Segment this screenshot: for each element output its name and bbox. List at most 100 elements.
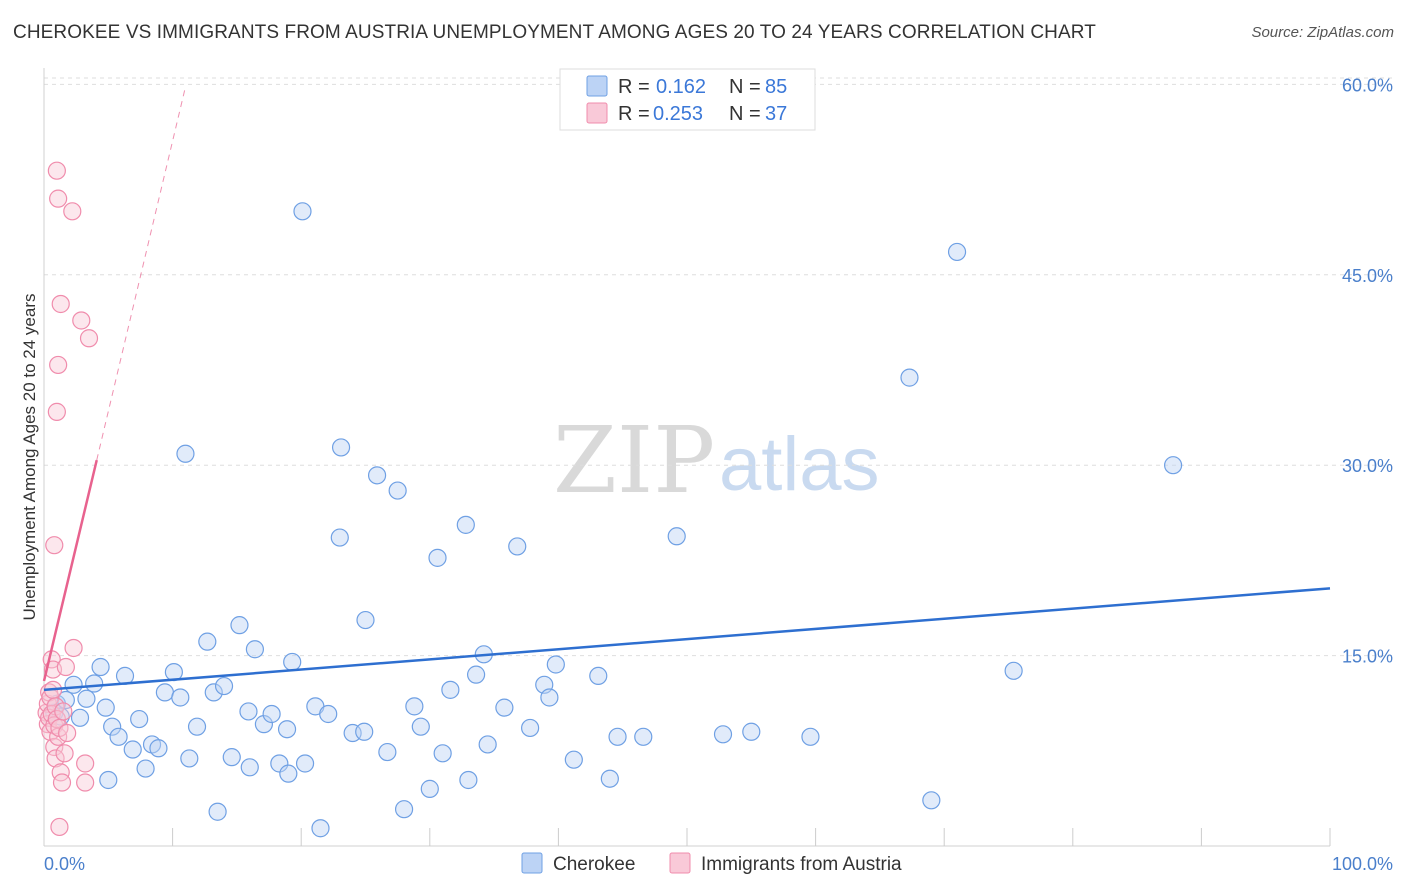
cherokee-point <box>214 676 234 696</box>
cherokee-point <box>801 727 820 746</box>
cherokee-point <box>155 683 174 702</box>
source-label: Source: ZipAtlas.com <box>1251 24 1394 41</box>
cherokee-point <box>279 764 298 783</box>
austria-point <box>51 294 70 314</box>
cherokee-point <box>91 657 110 677</box>
legend-swatch-cherokee <box>586 75 608 97</box>
austria-point <box>54 702 73 721</box>
cherokee-point <box>149 739 168 758</box>
cherokee-point <box>239 702 258 721</box>
cherokee-point <box>667 527 686 546</box>
cherokee-point <box>459 770 478 790</box>
cherokee-point <box>77 689 96 708</box>
legend-r-value-cherokee: 0.162 <box>656 76 706 98</box>
austria-point <box>58 723 77 743</box>
austria-point <box>52 773 72 792</box>
y-tick-labels: 15.0% 30.0% 45.0% 60.0% <box>1342 75 1393 666</box>
cherokee-point <box>388 481 407 500</box>
cherokee-point <box>478 735 497 754</box>
cherokee-point <box>433 744 452 763</box>
cherokee-point <box>634 727 653 746</box>
cherokee-point <box>293 202 312 221</box>
cherokee-point <box>1004 661 1023 680</box>
cherokee-point <box>330 528 349 547</box>
cherokee-point <box>405 697 424 716</box>
austria-point <box>55 744 74 763</box>
cherokee-point <box>521 718 540 738</box>
cherokee-point <box>1164 456 1183 475</box>
cherokee-point <box>456 515 475 534</box>
cherokee-point <box>56 690 75 710</box>
bottom-legend-label-austria: Immigrants from Austria <box>701 854 902 875</box>
cherokee-point <box>367 466 387 485</box>
cherokee-point <box>254 715 274 734</box>
cherokee-point <box>319 704 338 724</box>
cherokee-point <box>378 742 397 762</box>
austria-point <box>47 161 66 180</box>
cherokee-point <box>85 674 104 693</box>
cherokee-point <box>922 791 941 810</box>
cherokee-point <box>208 802 227 821</box>
cherokee-point <box>428 548 447 567</box>
cherokee-point <box>283 652 302 672</box>
cherokee-point <box>742 722 761 741</box>
cherokee-point <box>277 720 297 739</box>
legend-r-label-austria: R = <box>618 103 650 125</box>
x-tick-label-max: 100.0% <box>1332 854 1393 874</box>
cherokee-point <box>355 722 374 741</box>
cherokee-point <box>420 779 439 798</box>
y-tick-label: 15.0% <box>1342 647 1393 667</box>
cherokee-point <box>187 717 207 736</box>
cherokee-point <box>508 537 527 556</box>
bottom-legend-swatch-austria <box>669 852 691 874</box>
cherokee-point <box>222 748 241 767</box>
cherokee-point <box>540 688 559 707</box>
cherokee-point <box>136 759 155 778</box>
cherokee-point <box>900 368 919 387</box>
cherokee-point <box>564 750 583 769</box>
cherokee-point <box>96 698 115 717</box>
austria-point <box>76 773 95 792</box>
y-axis-label: Unemployment Among Ages 20 to 24 years <box>20 294 39 621</box>
cherokee-point <box>99 770 118 790</box>
correlation-legend: R = 0.162 N = 85 R = 0.253 N = 37 <box>559 68 816 131</box>
gridlines <box>44 77 1393 657</box>
watermark-atlas: atlas <box>719 422 880 507</box>
y-tick-label: 45.0% <box>1342 266 1393 286</box>
chart-title: CHEROKEE VS IMMIGRANTS FROM AUSTRIA UNEM… <box>13 22 1096 43</box>
cherokee-point <box>495 698 514 717</box>
austria-point <box>47 402 66 421</box>
cherokee-point <box>394 800 414 819</box>
cherokee-point <box>546 655 565 674</box>
y-tick-label: 30.0% <box>1342 456 1393 476</box>
bottom-legend-label-cherokee: Cherokee <box>553 854 635 875</box>
cherokee-point <box>123 740 142 759</box>
legend-swatch-austria <box>586 102 608 124</box>
legend-r-label-cherokee: R = <box>618 76 650 98</box>
cherokee-point <box>64 675 83 694</box>
cherokee-point <box>230 616 249 635</box>
legend-r-value-austria: 0.253 <box>653 103 703 125</box>
legend-n-value-austria: 37 <box>765 103 787 125</box>
cherokee-point <box>411 717 430 736</box>
cherokee-point <box>204 683 223 702</box>
cherokee-point <box>295 754 315 773</box>
austria-point <box>79 329 99 348</box>
austria-point <box>63 202 82 221</box>
cherokee-point <box>343 723 362 743</box>
austria-trend-extension <box>96 86 186 461</box>
austria-point <box>76 754 95 773</box>
cherokee-point <box>441 680 460 699</box>
austria-point <box>56 657 75 677</box>
cherokee-point <box>947 242 967 262</box>
cherokee-point <box>198 632 217 651</box>
cherokee-point <box>109 727 128 746</box>
watermark-zip: ZIP <box>553 407 715 514</box>
cherokee-point <box>70 708 90 727</box>
cherokee-point <box>608 727 627 746</box>
cherokee-point <box>270 754 289 773</box>
austria-point <box>49 355 68 375</box>
cherokee-point <box>103 717 122 736</box>
legend-n-label-cherokee: N = <box>729 76 761 98</box>
